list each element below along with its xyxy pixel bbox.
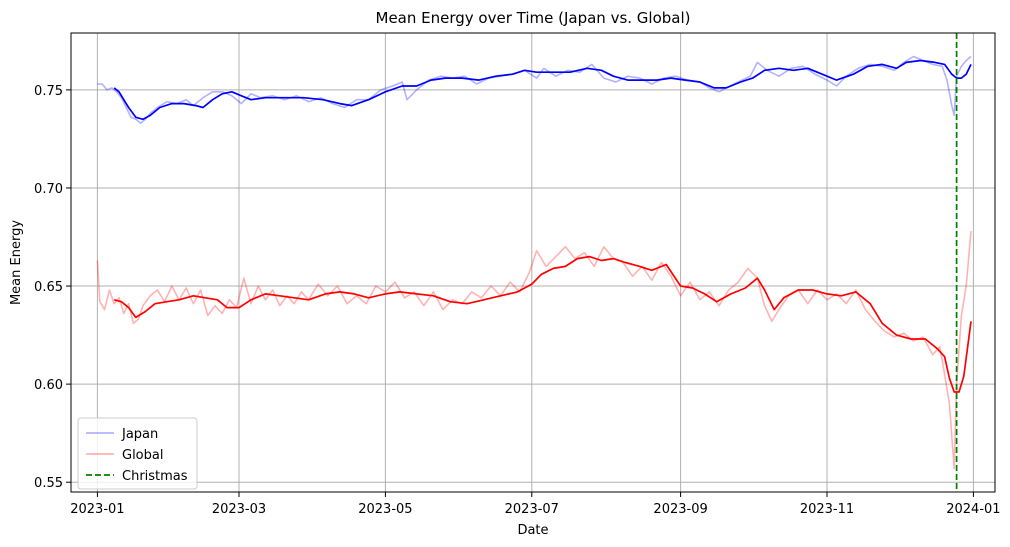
legend-label-japan: Japan [121,427,158,442]
legend-box [77,417,198,490]
y-tick-label: 0.75 [34,84,63,99]
x-tick-label: 2023-07 [505,502,559,517]
series-layer [96,55,972,470]
y-tick-label: 0.65 [34,280,63,295]
japan-smoothed-line [113,59,972,121]
x-tick-label: 2023-09 [653,502,707,517]
x-axis-title: Date [517,523,548,538]
x-tick-label: 2023-11 [800,502,854,517]
y-axis: 0.55 0.60 0.65 0.70 0.75 [34,84,71,491]
chart-title: Mean Energy over Time (Japan vs. Global) [376,9,691,27]
x-tick-label: 2023-01 [70,502,124,517]
y-tick-label: 0.70 [34,182,63,197]
x-tick-label: 2023-03 [212,502,266,517]
y-tick-label: 0.55 [34,476,63,491]
plot-area-frame [70,32,996,493]
y-axis-title: Mean Energy [9,220,24,305]
x-tick-label: 2024-01 [946,502,1000,517]
x-axis: 2023-01 2023-03 2023-05 2023-07 2023-09 2023-… [70,492,1001,517]
x-tick-label: 2023-05 [358,502,412,517]
legend: Japan Global Christmas [77,417,198,490]
legend-label-christmas: Christmas [122,469,188,484]
y-tick-label: 0.60 [34,378,63,393]
legend-label-global: Global [122,448,163,463]
global-smoothed-line [113,255,972,393]
grid-layer [71,33,995,492]
